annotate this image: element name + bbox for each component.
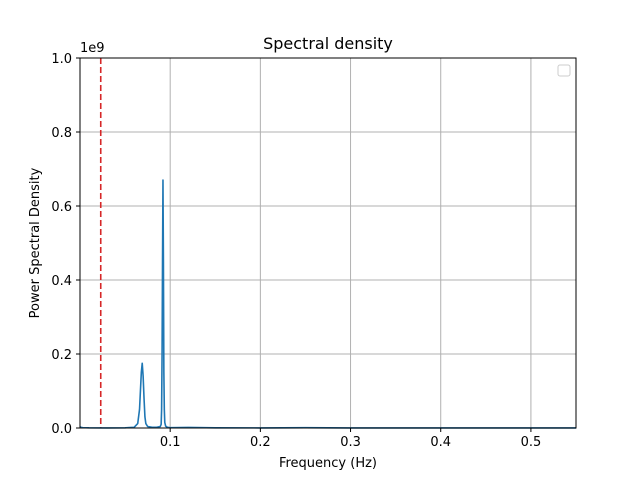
y-tick-label-4: 0.8 [51, 126, 72, 141]
x-tick-label-4: 0.5 [521, 435, 542, 450]
y-axis-ticks: 0.0 0.2 0.4 0.6 0.8 1.0 [51, 52, 80, 437]
y-axis-label: Power Spectral Density [28, 167, 43, 318]
y-tick-label-2: 0.4 [51, 274, 72, 289]
y-offset-label: 1e9 [80, 41, 105, 56]
y-tick-label-0: 0.0 [51, 422, 72, 437]
plot-area [80, 58, 576, 428]
chart-title: Spectral density [263, 34, 393, 53]
x-tick-label-2: 0.3 [340, 435, 361, 450]
y-tick-label-5: 1.0 [51, 52, 72, 67]
x-axis-label: Frequency (Hz) [279, 456, 377, 471]
x-tick-label-0: 0.1 [160, 435, 181, 450]
y-tick-label-3: 0.6 [51, 200, 72, 215]
legend-box [557, 64, 571, 77]
x-tick-label-1: 0.2 [250, 435, 271, 450]
y-tick-label-1: 0.2 [51, 348, 72, 363]
x-tick-label-3: 0.4 [430, 435, 451, 450]
plot-frame [79, 57, 577, 429]
x-axis-ticks: 0.1 0.2 0.3 0.4 0.5 [160, 428, 541, 450]
